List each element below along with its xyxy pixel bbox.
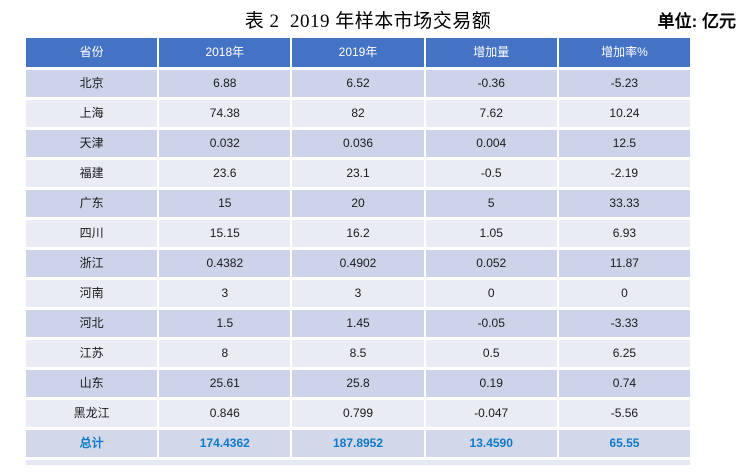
province-cell: 河南 bbox=[26, 280, 158, 307]
value-cell: 25.61 bbox=[159, 370, 291, 397]
province-cell: 福建 bbox=[26, 160, 158, 187]
table-title: 表 2 2019 年样本市场交易额 bbox=[244, 11, 492, 32]
total-row: 总计 174.4362 187.8952 13.4590 65.55 bbox=[26, 430, 691, 457]
header-row: 省份 2018年 2019年 增加量 增加率% bbox=[26, 38, 691, 67]
province-cell: 上海 bbox=[26, 100, 158, 127]
value-cell: 15 bbox=[159, 190, 291, 217]
header-cell-delta: 增加量 bbox=[425, 38, 557, 67]
table-bottom-strip bbox=[26, 460, 690, 465]
table-row: 福建 23.6 23.1 -0.5 -2.19 bbox=[26, 160, 691, 187]
table-header: 省份 2018年 2019年 增加量 增加率% bbox=[26, 38, 691, 67]
value-cell: 10.24 bbox=[558, 100, 691, 127]
table-row: 天津 0.032 0.036 0.004 12.5 bbox=[26, 130, 691, 157]
value-cell: 7.62 bbox=[425, 100, 557, 127]
unit-label: 单位: 亿元 bbox=[657, 12, 736, 31]
value-cell: -2.19 bbox=[558, 160, 691, 187]
value-cell: 1.05 bbox=[425, 220, 557, 247]
value-cell: 8 bbox=[159, 340, 291, 367]
value-cell: 23.1 bbox=[292, 160, 424, 187]
table-row: 上海 74.38 82 7.62 10.24 bbox=[26, 100, 691, 127]
value-cell: 1.5 bbox=[159, 310, 291, 337]
province-cell: 江苏 bbox=[26, 340, 158, 367]
table-row: 河北 1.5 1.45 -0.05 -3.33 bbox=[26, 310, 691, 337]
total-2019-cell: 187.8952 bbox=[292, 430, 424, 457]
value-cell: 23.6 bbox=[159, 160, 291, 187]
header-cell-rate: 增加率% bbox=[558, 38, 691, 67]
value-cell: 0.74 bbox=[558, 370, 691, 397]
table-row: 河南 3 3 0 0 bbox=[26, 280, 691, 307]
table-body: 北京 6.88 6.52 -0.36 -5.23 上海 74.38 82 7.62 10.24 天津… bbox=[26, 70, 691, 427]
header-cell-province: 省份 bbox=[26, 38, 158, 67]
value-cell: 12.5 bbox=[558, 130, 691, 157]
value-cell: 0 bbox=[425, 280, 557, 307]
table-row: 广东 15 20 5 33.33 bbox=[26, 190, 691, 217]
value-cell: -3.33 bbox=[558, 310, 691, 337]
value-cell: -5.56 bbox=[558, 400, 691, 427]
value-cell: 0.052 bbox=[425, 250, 557, 277]
province-cell: 天津 bbox=[26, 130, 158, 157]
value-cell: 6.93 bbox=[558, 220, 691, 247]
value-cell: 74.38 bbox=[159, 100, 291, 127]
value-cell: 20 bbox=[292, 190, 424, 217]
value-cell: 0.004 bbox=[425, 130, 557, 157]
value-cell: -0.5 bbox=[425, 160, 557, 187]
value-cell: 25.8 bbox=[292, 370, 424, 397]
value-cell: 1.45 bbox=[292, 310, 424, 337]
value-cell: 8.5 bbox=[292, 340, 424, 367]
value-cell: 0.846 bbox=[159, 400, 291, 427]
province-cell: 河北 bbox=[26, 310, 158, 337]
value-cell: 0 bbox=[558, 280, 691, 307]
value-cell: -0.05 bbox=[425, 310, 557, 337]
value-cell: 6.52 bbox=[292, 70, 424, 97]
table-row: 浙江 0.4382 0.4902 0.052 11.87 bbox=[26, 250, 691, 277]
value-cell: 33.33 bbox=[558, 190, 691, 217]
value-cell: 0.799 bbox=[292, 400, 424, 427]
data-table: 省份 2018年 2019年 增加量 增加率% 北京 6.88 6.52 -0.36-… bbox=[26, 38, 691, 465]
table-row: 四川 15.15 16.2 1.05 6.93 bbox=[26, 220, 691, 247]
value-cell: 6.88 bbox=[159, 70, 291, 97]
value-cell: 0.4902 bbox=[292, 250, 424, 277]
value-cell: -5.23 bbox=[558, 70, 691, 97]
value-cell: 3 bbox=[292, 280, 424, 307]
value-cell: 0.032 bbox=[159, 130, 291, 157]
table-row: 黑龙江 0.846 0.799 -0.047 -5.56 bbox=[26, 400, 691, 427]
value-cell: 0.5 bbox=[425, 340, 557, 367]
title-row: 表 2 2019 年样本市场交易额 单位: 亿元 bbox=[0, 6, 741, 32]
total-rate-cell: 65.55 bbox=[558, 430, 691, 457]
total-delta-cell: 13.4590 bbox=[425, 430, 557, 457]
value-cell: 82 bbox=[292, 100, 424, 127]
value-cell: 6.25 bbox=[558, 340, 691, 367]
value-cell: 15.15 bbox=[159, 220, 291, 247]
value-cell: 0.4382 bbox=[159, 250, 291, 277]
province-cell: 四川 bbox=[26, 220, 158, 247]
total-2018-cell: 174.4362 bbox=[159, 430, 291, 457]
value-cell: 0.19 bbox=[425, 370, 557, 397]
province-cell: 山东 bbox=[26, 370, 158, 397]
header-cell-2018: 2018年 bbox=[159, 38, 291, 67]
value-cell: -0.047 bbox=[425, 400, 557, 427]
table-row: 北京 6.88 6.52 -0.36 -5.23 bbox=[26, 70, 691, 97]
province-cell: 北京 bbox=[26, 70, 158, 97]
header-cell-2019: 2019年 bbox=[292, 38, 424, 67]
value-cell: 11.87 bbox=[558, 250, 691, 277]
value-cell: 0.036 bbox=[292, 130, 424, 157]
value-cell: 5 bbox=[425, 190, 557, 217]
value-cell: 16.2 bbox=[292, 220, 424, 247]
table-row: 江苏 8 8.5 0.5 6.25 bbox=[26, 340, 691, 367]
province-cell: 广东 bbox=[26, 190, 158, 217]
value-cell: -0.36 bbox=[425, 70, 557, 97]
province-cell: 黑龙江 bbox=[26, 400, 158, 427]
province-cell: 浙江 bbox=[26, 250, 158, 277]
value-cell: 3 bbox=[159, 280, 291, 307]
total-label-cell: 总计 bbox=[26, 430, 158, 457]
table-row: 山东 25.61 25.8 0.19 0.74 bbox=[26, 370, 691, 397]
